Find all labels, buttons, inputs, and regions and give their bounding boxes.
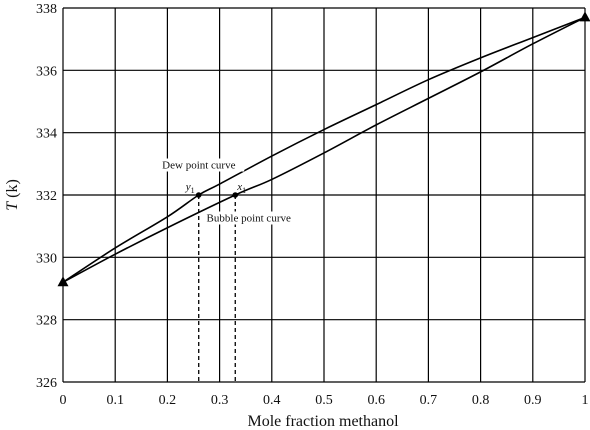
x-tick-label: 0.9	[524, 393, 542, 408]
x-tick-label: 0.1	[106, 393, 124, 408]
annotations: Dew point curve Bubble point curve	[160, 158, 297, 225]
y-tick-label: 332	[36, 189, 57, 204]
y-axis-title-unit: (k)	[4, 179, 21, 202]
y-tick-label: 338	[36, 2, 57, 17]
dew-label-bg	[160, 158, 245, 172]
x-axis-title: Mole fraction methanol	[247, 413, 399, 430]
x1-point	[232, 192, 239, 198]
x-tick-label: 0.2	[159, 393, 177, 408]
y-tick-label: 330	[36, 251, 57, 266]
x-tick-label: 0	[60, 393, 67, 408]
endpoint-marker-left	[57, 276, 69, 287]
tick-labels: 0 0.1 0.2 0.3 0.4 0.5 0.6 0.7 0.8 0.9 1 326 328 330 33…	[36, 2, 589, 408]
curves	[62, 16, 586, 283]
x-tick-label: 0.3	[211, 393, 229, 408]
x-tick-label: 0.5	[315, 393, 333, 408]
x-tick-label: 0.8	[472, 393, 490, 408]
y1-point	[195, 192, 202, 198]
points: y1 x1	[57, 11, 590, 287]
y-tick-label: 328	[36, 314, 57, 329]
y-axis-title: T (k)	[4, 179, 21, 211]
bubble-point-curve	[62, 16, 586, 283]
bubble-point-curve-label: Bubble point curve	[207, 212, 291, 224]
x1-label-subscript: 1	[242, 186, 246, 195]
x-tick-label: 0.6	[367, 393, 385, 408]
x-tick-label: 1	[582, 393, 589, 408]
dew-point-curve-label: Dew point curve	[162, 160, 235, 172]
y1-label: y1	[185, 181, 195, 195]
y-tick-label: 326	[36, 376, 57, 391]
x-tick-label: 0.4	[263, 393, 281, 408]
x-tick-label: 0.7	[420, 393, 438, 408]
y-axis-title-symbol: T	[4, 201, 21, 211]
y1-label-subscript: 1	[191, 186, 195, 195]
y1-label-symbol: y	[185, 181, 191, 193]
y-tick-label: 336	[36, 64, 57, 79]
x1-label-symbol: x	[236, 181, 242, 193]
endpoint-marker-right	[579, 11, 590, 22]
guide-lines	[198, 195, 236, 382]
x1-label: x1	[236, 181, 246, 195]
y-tick-label: 334	[36, 127, 57, 142]
grid	[62, 7, 586, 383]
bubble-label-bg	[204, 211, 297, 225]
dew-point-curve	[62, 16, 586, 283]
